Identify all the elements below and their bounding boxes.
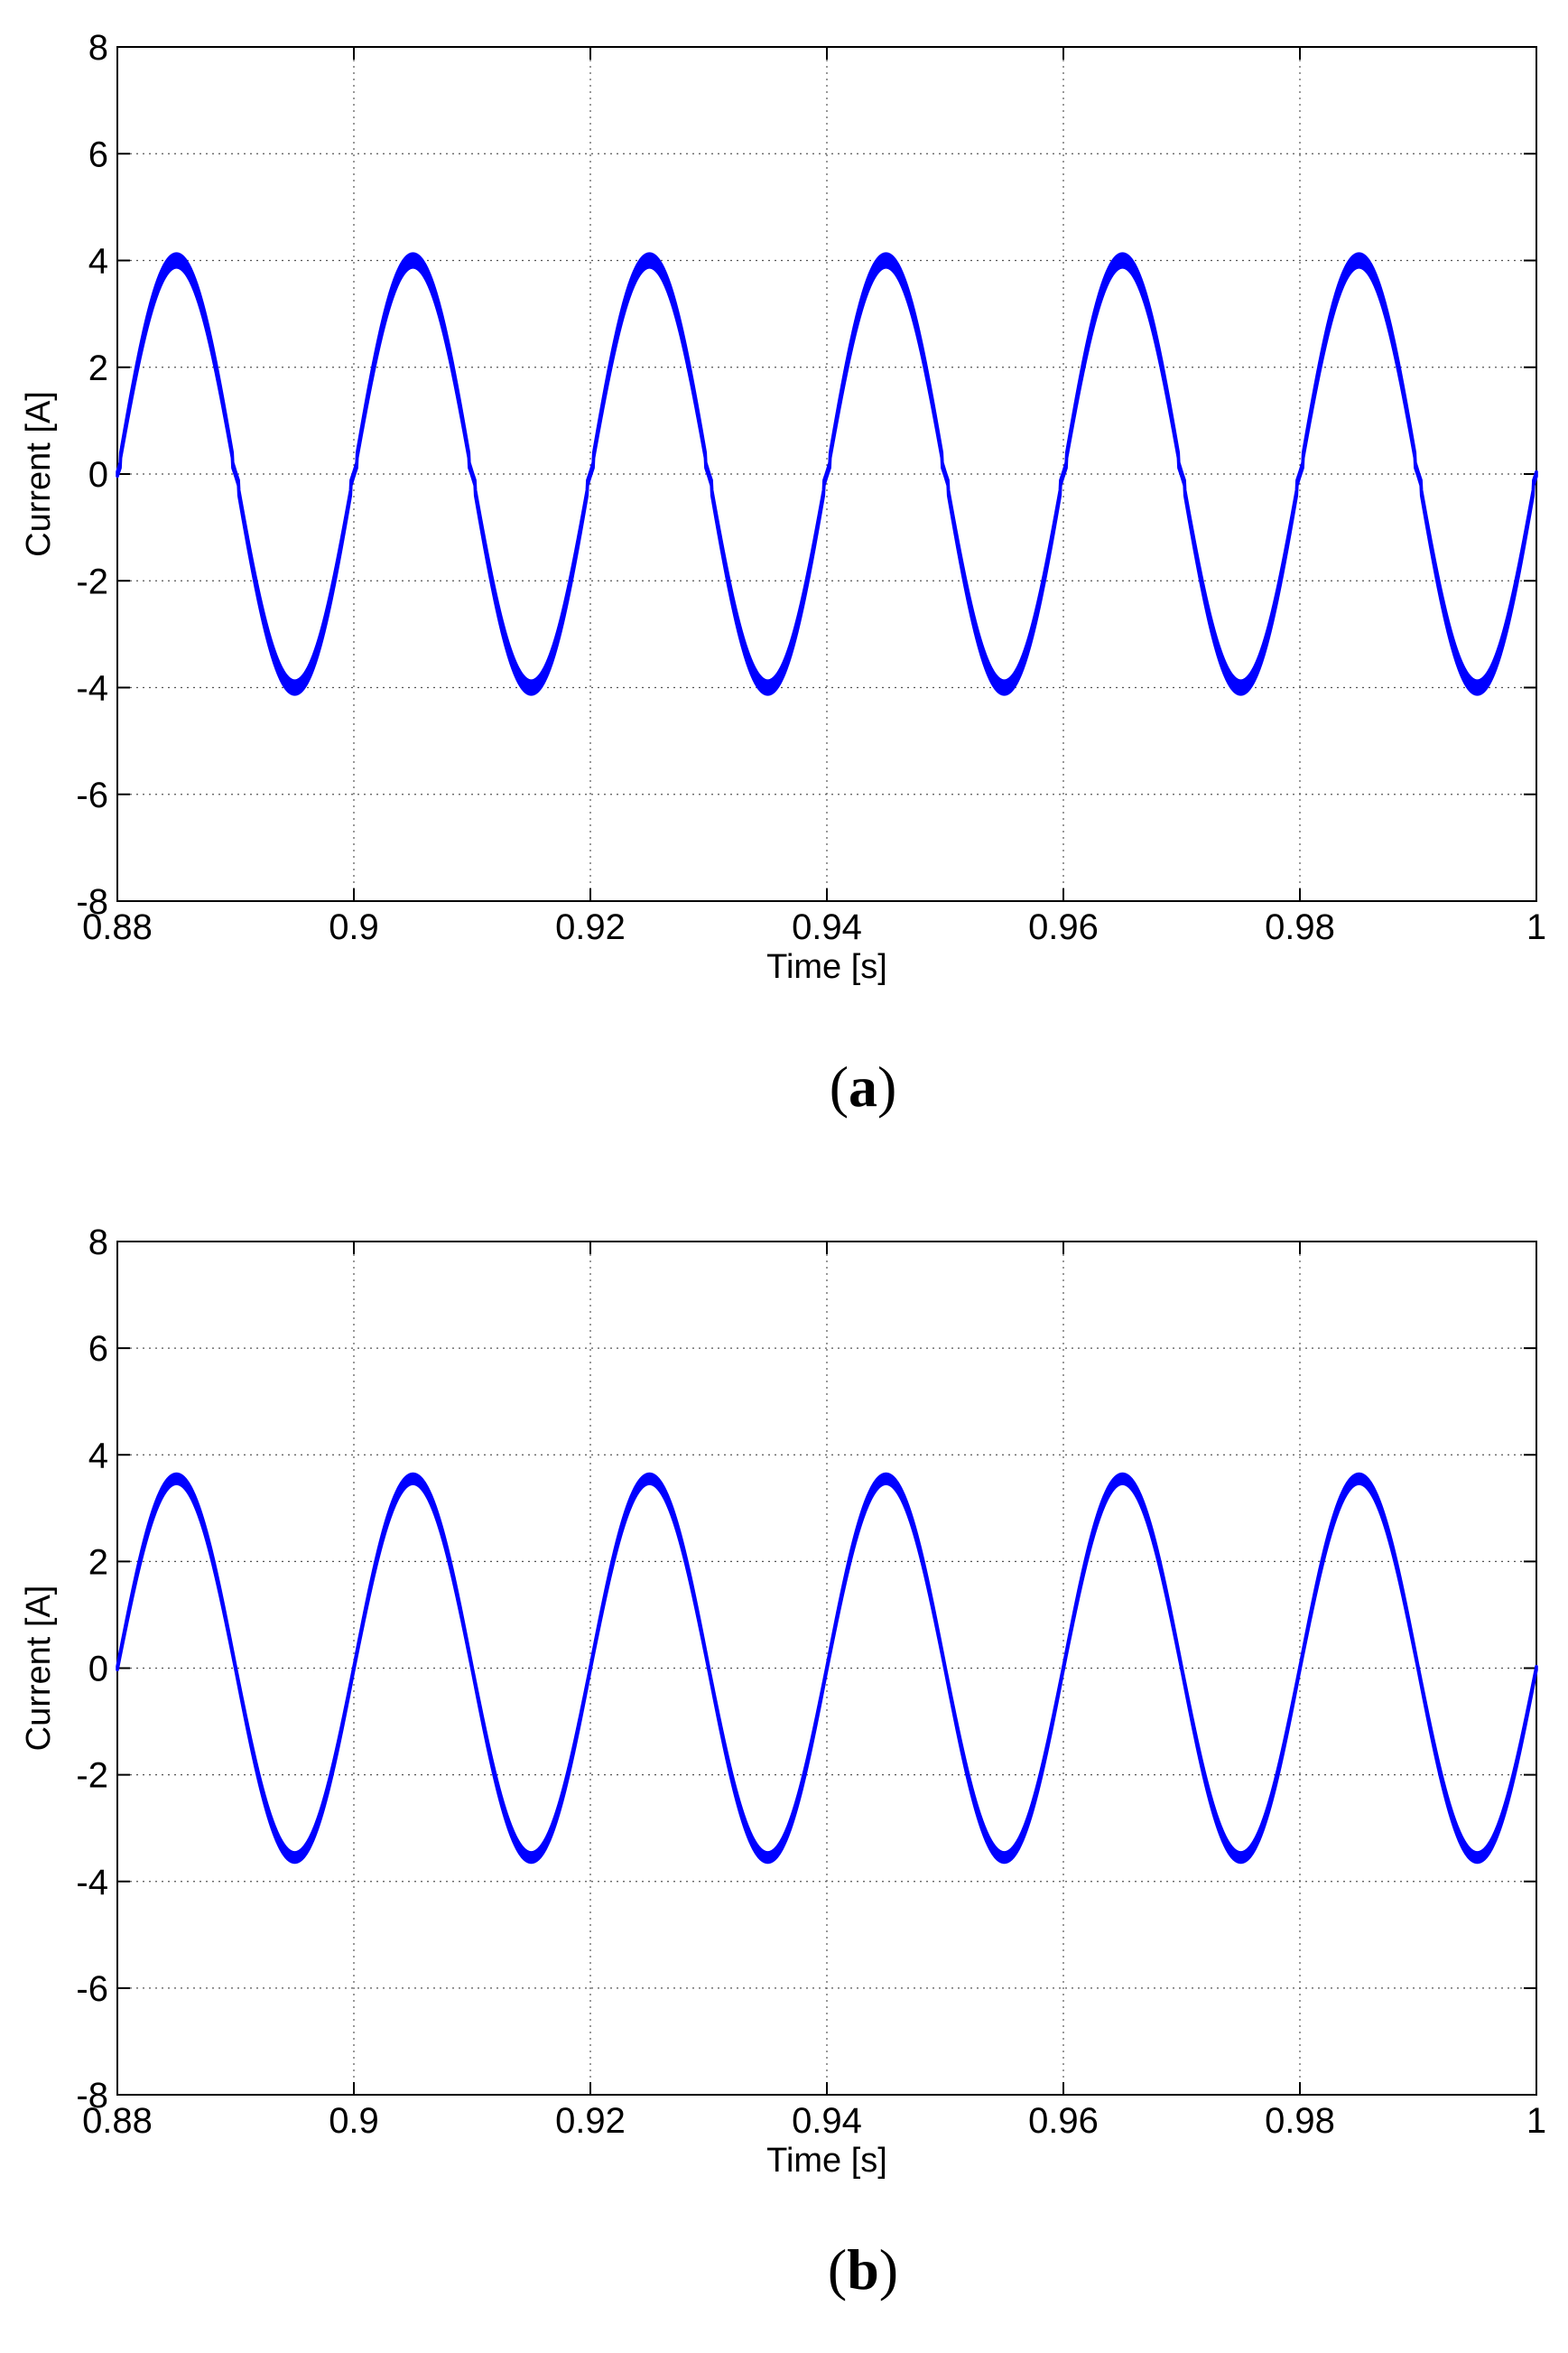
caption-close-paren: ): [879, 2237, 898, 2302]
y-tick-label: 4: [88, 242, 108, 282]
caption-open-paren: (: [828, 2237, 847, 2302]
panel-caption: (a): [830, 1055, 897, 1119]
y-axis-label: Current [A]: [20, 391, 58, 557]
x-tick-label: 0.94: [792, 2101, 862, 2141]
caption-letter: a: [849, 1055, 877, 1119]
x-tick-label: 0.88: [82, 2101, 153, 2141]
x-tick-label: 0.94: [792, 907, 862, 947]
caption-letter: b: [847, 2237, 879, 2302]
x-tick-label: 1: [1526, 907, 1546, 947]
x-tick-label: 0.9: [329, 2101, 379, 2141]
y-tick-label: 2: [88, 1542, 108, 1582]
x-axis-label: Time [s]: [766, 948, 887, 986]
x-tick-label: 0.9: [329, 907, 379, 947]
y-tick-label: 6: [88, 135, 108, 174]
y-tick-label: -6: [76, 776, 108, 815]
x-tick-label: 0.92: [555, 2101, 626, 2141]
current-waveform: [116, 1472, 1538, 1865]
x-axis-label: Time [s]: [766, 2142, 887, 2180]
x-tick-label: 0.98: [1265, 907, 1335, 947]
y-tick-label: 8: [88, 28, 108, 68]
caption-open-paren: (: [830, 1055, 849, 1119]
y-tick-label: 8: [88, 1223, 108, 1262]
x-tick-label: 0.88: [82, 907, 153, 947]
y-tick-label: 2: [88, 349, 108, 388]
y-tick-label: -4: [76, 669, 108, 709]
panel-b: 0.88 0.9 0.92 0.94 0.96 0.98 1 -8 -6 -4 -2 0 2 4 6 8 Tim…: [20, 1223, 1546, 2302]
y-tick-label: 0: [88, 1650, 108, 1689]
panel-caption: (b): [828, 2237, 898, 2302]
caption-close-paren: ): [877, 1055, 896, 1119]
x-tick-label: 0.96: [1028, 2101, 1099, 2141]
y-tick-label: -4: [76, 1863, 108, 1902]
x-tick-label: 0.98: [1265, 2101, 1335, 2141]
current-waveform: [116, 252, 1538, 696]
y-tick-label: 0: [88, 455, 108, 495]
y-tick-label: 6: [88, 1329, 108, 1369]
x-tick-label: 0.96: [1028, 907, 1099, 947]
x-tick-label: 0.92: [555, 907, 626, 947]
y-tick-label: -2: [76, 562, 108, 601]
y-axis-label: Current [A]: [20, 1586, 58, 1752]
y-tick-label: -8: [76, 2076, 108, 2116]
panel-a: 0.88 0.9 0.92 0.94 0.96 0.98 1 -8 -6 -4 -2 0 2 4 6 8 Tim…: [20, 28, 1546, 1119]
y-tick-label: 4: [88, 1436, 108, 1475]
y-tick-label: -6: [76, 1969, 108, 2009]
y-tick-label: -2: [76, 1756, 108, 1796]
x-tick-label: 1: [1526, 2101, 1546, 2141]
y-tick-label: -8: [76, 882, 108, 922]
